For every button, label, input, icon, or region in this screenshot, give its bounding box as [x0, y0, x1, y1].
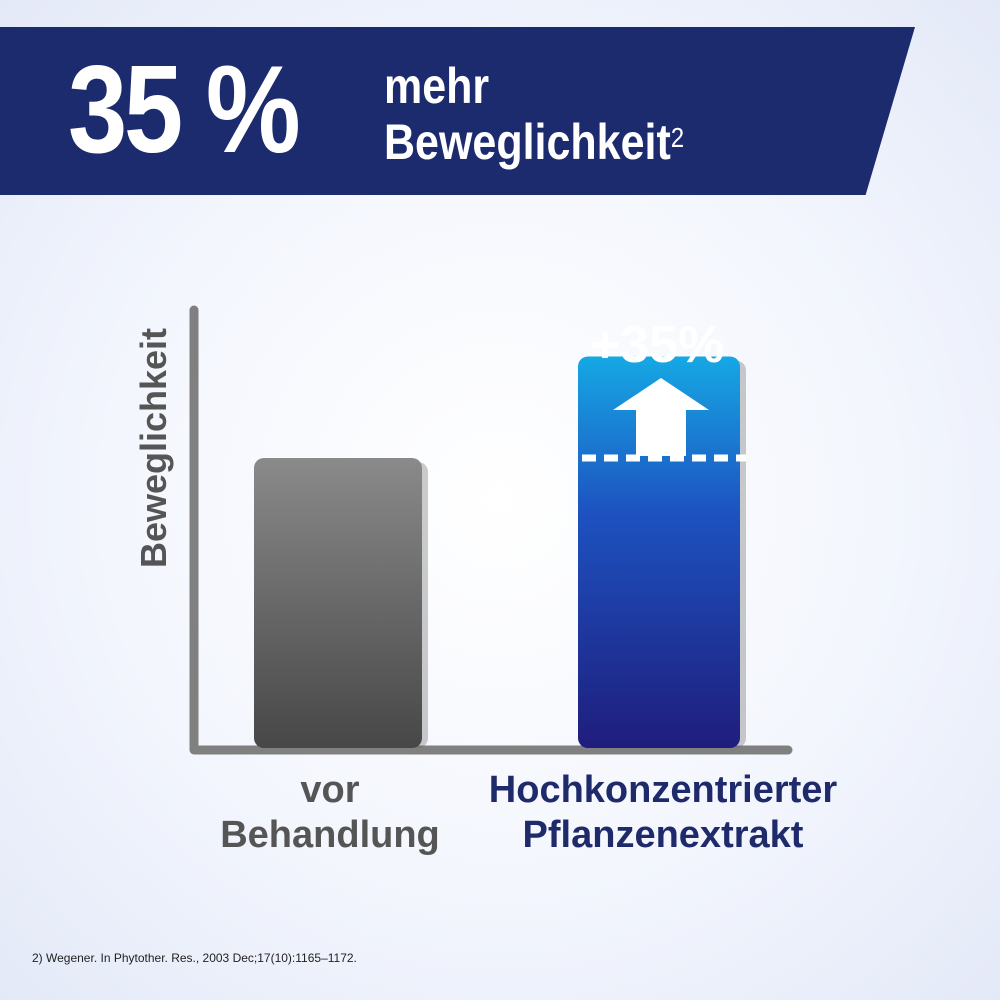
headline-percent: 35 %	[68, 41, 301, 179]
footnote-ref: 2	[670, 122, 685, 153]
chart-axes	[189, 305, 793, 755]
footnote: 2) Wegener. In Phytother. Res., 2003 Dec…	[32, 951, 357, 965]
bar-2	[578, 356, 740, 748]
increase-annotation: +35%	[590, 316, 724, 374]
headline-line2: Beweglichkeit2	[384, 114, 684, 170]
y-axis-label: Beweglichkeit	[133, 328, 174, 568]
headline-subtitle: mehr Beweglichkeit2	[384, 58, 684, 170]
up-arrow-icon	[613, 378, 709, 456]
headline-banner	[0, 27, 915, 195]
category-label: Behandlung	[220, 814, 440, 856]
category-label: Hochkonzentrierter	[489, 769, 838, 811]
bar-1	[254, 458, 422, 748]
headline-line2-text: Beweglichkeit	[384, 114, 671, 170]
category-label: vor	[300, 769, 359, 811]
category-label: Pflanzenextrakt	[523, 814, 804, 856]
headline-line1: mehr	[384, 58, 490, 114]
